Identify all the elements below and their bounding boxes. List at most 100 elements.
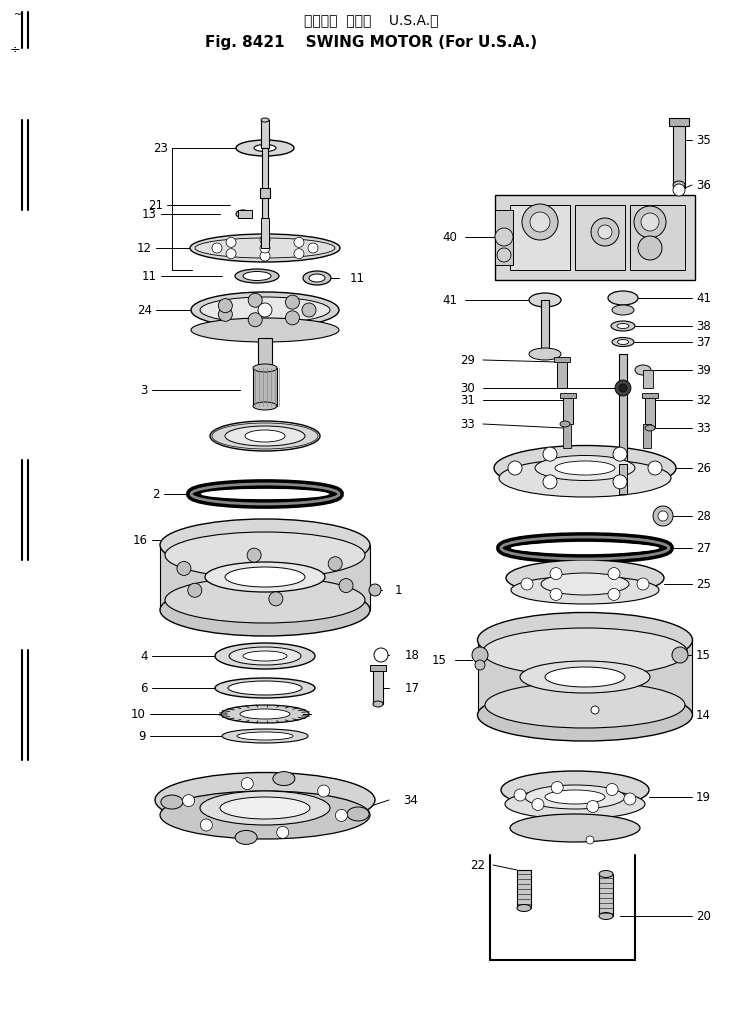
Text: 16: 16 xyxy=(133,534,148,546)
Circle shape xyxy=(249,293,262,307)
Circle shape xyxy=(672,647,688,663)
Ellipse shape xyxy=(195,238,335,258)
Text: 41: 41 xyxy=(442,294,457,307)
Ellipse shape xyxy=(347,807,369,821)
Text: 1: 1 xyxy=(395,583,402,597)
Ellipse shape xyxy=(494,446,676,490)
Ellipse shape xyxy=(245,430,285,442)
Ellipse shape xyxy=(541,573,629,595)
Text: 29: 29 xyxy=(460,354,475,367)
Text: 40: 40 xyxy=(442,231,457,243)
Text: 14: 14 xyxy=(696,708,711,721)
Bar xyxy=(261,218,269,248)
Text: Fig. 8421    SWING MOTOR (For U.S.A.): Fig. 8421 SWING MOTOR (For U.S.A.) xyxy=(205,34,537,50)
Text: 6: 6 xyxy=(140,682,148,695)
Ellipse shape xyxy=(222,729,308,743)
Polygon shape xyxy=(160,545,370,610)
Ellipse shape xyxy=(535,456,635,480)
Bar xyxy=(560,393,576,398)
Ellipse shape xyxy=(155,773,375,828)
Text: ~: ~ xyxy=(14,10,22,20)
Bar xyxy=(510,205,570,270)
Ellipse shape xyxy=(225,567,305,587)
Ellipse shape xyxy=(160,585,370,636)
Ellipse shape xyxy=(243,271,271,281)
Ellipse shape xyxy=(499,459,671,497)
Ellipse shape xyxy=(165,532,365,578)
Text: 31: 31 xyxy=(460,393,475,406)
Bar xyxy=(261,120,269,148)
Ellipse shape xyxy=(673,181,685,189)
Ellipse shape xyxy=(545,667,625,687)
Ellipse shape xyxy=(253,364,277,372)
Ellipse shape xyxy=(612,337,634,346)
Bar xyxy=(557,360,567,388)
Bar xyxy=(253,368,277,406)
Text: 36: 36 xyxy=(696,178,711,191)
Bar xyxy=(575,205,625,270)
Ellipse shape xyxy=(237,732,293,741)
Text: 9: 9 xyxy=(139,729,146,743)
Circle shape xyxy=(608,589,620,601)
Ellipse shape xyxy=(545,790,605,804)
Text: 25: 25 xyxy=(696,577,711,591)
Circle shape xyxy=(183,794,194,806)
Text: 19: 19 xyxy=(696,790,711,803)
Text: 12: 12 xyxy=(137,241,152,254)
Circle shape xyxy=(586,836,594,844)
Circle shape xyxy=(532,798,544,810)
Ellipse shape xyxy=(236,140,294,156)
Text: 10: 10 xyxy=(131,707,146,720)
Text: 15: 15 xyxy=(432,653,447,667)
Ellipse shape xyxy=(617,323,629,328)
Bar xyxy=(373,668,383,704)
Circle shape xyxy=(286,295,300,309)
Ellipse shape xyxy=(161,795,183,809)
Text: 3: 3 xyxy=(141,384,148,396)
Text: 35: 35 xyxy=(696,134,711,147)
Circle shape xyxy=(218,299,232,313)
Text: 30: 30 xyxy=(460,382,475,394)
Bar xyxy=(599,874,613,916)
Circle shape xyxy=(619,384,627,392)
Circle shape xyxy=(260,243,270,253)
Circle shape xyxy=(550,589,562,601)
Bar xyxy=(645,396,655,428)
Ellipse shape xyxy=(505,789,645,819)
Bar xyxy=(495,194,695,280)
Circle shape xyxy=(673,184,685,196)
Circle shape xyxy=(543,447,557,461)
Circle shape xyxy=(339,578,353,593)
Ellipse shape xyxy=(229,647,301,665)
Ellipse shape xyxy=(517,905,531,912)
Ellipse shape xyxy=(254,145,276,152)
Ellipse shape xyxy=(478,689,692,741)
Ellipse shape xyxy=(482,628,688,676)
Circle shape xyxy=(634,206,666,238)
Bar xyxy=(642,393,658,398)
Circle shape xyxy=(269,592,283,606)
Ellipse shape xyxy=(611,321,635,331)
Ellipse shape xyxy=(520,661,650,693)
Text: 26: 26 xyxy=(696,462,711,474)
Ellipse shape xyxy=(228,681,302,695)
Text: 33: 33 xyxy=(696,421,711,435)
Circle shape xyxy=(497,248,511,262)
Text: 17: 17 xyxy=(405,682,420,695)
Ellipse shape xyxy=(501,771,649,809)
Circle shape xyxy=(648,461,662,475)
Circle shape xyxy=(530,212,550,232)
Ellipse shape xyxy=(210,421,320,451)
Ellipse shape xyxy=(261,118,269,122)
Ellipse shape xyxy=(617,339,628,344)
Circle shape xyxy=(258,303,272,317)
Ellipse shape xyxy=(220,797,310,819)
Text: 38: 38 xyxy=(696,319,711,332)
Circle shape xyxy=(260,235,270,245)
Ellipse shape xyxy=(243,651,287,661)
Ellipse shape xyxy=(525,785,625,809)
Circle shape xyxy=(286,311,300,325)
Ellipse shape xyxy=(645,425,655,431)
Circle shape xyxy=(587,800,599,812)
Circle shape xyxy=(521,578,533,590)
